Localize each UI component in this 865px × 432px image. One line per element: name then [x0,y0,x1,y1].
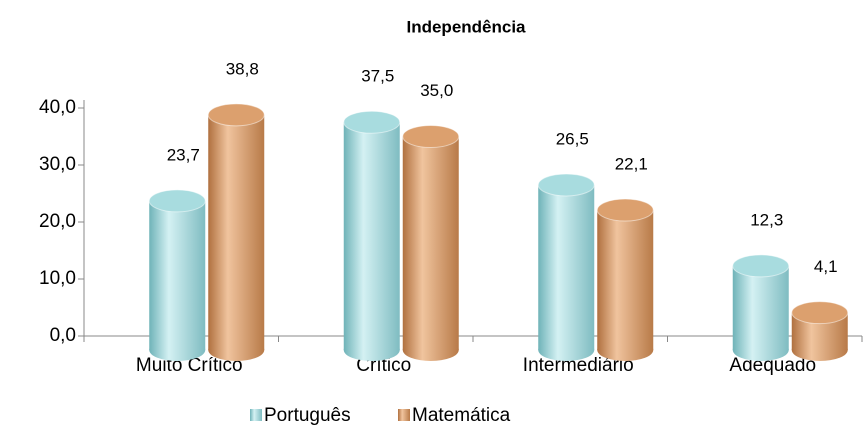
value-label: 22,1 [615,155,648,174]
bar-top [791,301,849,325]
bar [149,200,206,350]
y-tick-label: 20,0 [39,211,76,232]
legend-swatch [250,409,262,421]
bar-top [148,189,206,213]
x-tick-label: Intermediário [523,355,634,376]
y-tick-label: 40,0 [39,97,76,118]
bar [402,136,459,350]
value-label: 35,0 [420,81,453,100]
bar-top [596,198,654,222]
bar [732,265,789,350]
value-label: 4,1 [814,257,838,276]
chart-title: Independência [406,17,526,36]
y-tick-label: 10,0 [39,268,76,289]
bar [208,114,265,350]
bar [538,184,595,350]
bar-top [402,125,460,148]
value-label: 26,5 [556,129,589,148]
legend-label: Matemática [412,405,511,426]
bar-top [537,173,595,197]
x-tick-label: Muito Crítico [136,355,243,376]
bar-top [207,103,265,127]
legend-label: Português [264,405,351,426]
value-label: 12,3 [750,210,783,229]
bar-top [343,110,401,134]
y-tick-label: 30,0 [39,154,76,175]
value-label: 38,8 [226,59,259,78]
value-label: 23,7 [167,145,200,164]
value-label: 37,5 [361,67,394,86]
y-tick-label: 0,0 [50,325,76,346]
bar [597,210,654,350]
bar [343,122,400,350]
legend-swatch [398,409,410,421]
bar-top [732,254,790,278]
